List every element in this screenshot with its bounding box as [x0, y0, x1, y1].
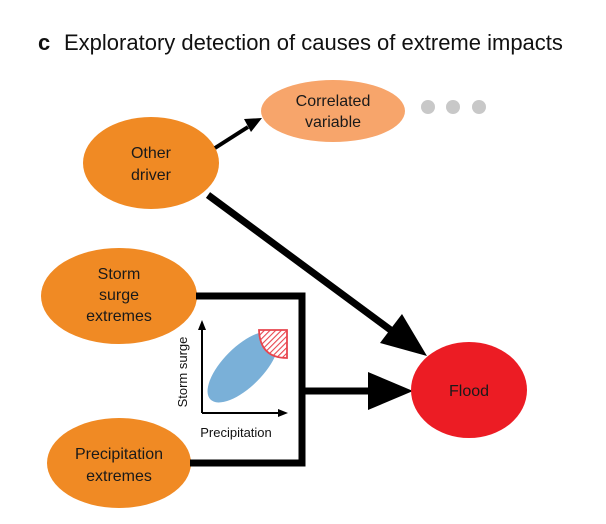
arrow-other-to-correlated: [213, 118, 262, 150]
correlated-variable-label-line1: Correlated: [296, 93, 371, 110]
inset-x-label: Precipitation: [200, 425, 272, 440]
correlated-variable-label-line2: variable: [305, 114, 361, 131]
other-driver-node: Other driver: [83, 117, 219, 209]
ellipsis-dots-icon: [421, 100, 486, 114]
flood-ellipse: [411, 342, 527, 438]
other-driver-ellipse: [83, 117, 219, 209]
precipitation-label-line1: Precipitation: [75, 446, 163, 463]
panel-title: Exploratory detection of causes of extre…: [64, 30, 563, 55]
arrow-other-to-flood: [205, 192, 427, 356]
flood-label: Flood: [449, 383, 489, 400]
storm-surge-label-line1: Storm: [98, 266, 141, 283]
precipitation-extremes-node: Precipitation extremes: [47, 418, 191, 508]
other-driver-label-line2: driver: [131, 167, 172, 184]
joint-distribution-inset: Precipitation Storm surge: [175, 320, 288, 440]
other-driver-label-line1: Other: [131, 145, 172, 162]
correlated-variable-node: Correlated variable: [261, 80, 405, 142]
joint-distribution-cloud: [207, 331, 279, 403]
panel-letter: c: [38, 30, 50, 55]
precipitation-label-line2: extremes: [86, 468, 152, 485]
compound-bracket: [190, 292, 413, 467]
storm-surge-extremes-node: Storm surge extremes: [41, 248, 197, 344]
inset-y-label: Storm surge: [175, 337, 190, 408]
storm-surge-ellipse: [41, 248, 197, 344]
precipitation-ellipse: [47, 418, 191, 508]
extreme-region-outline: [258, 329, 288, 359]
storm-surge-label-line2: surge: [99, 287, 139, 304]
storm-surge-label-line3: extremes: [86, 308, 152, 325]
flood-node: Flood: [411, 342, 527, 438]
correlated-variable-ellipse: [261, 80, 405, 142]
